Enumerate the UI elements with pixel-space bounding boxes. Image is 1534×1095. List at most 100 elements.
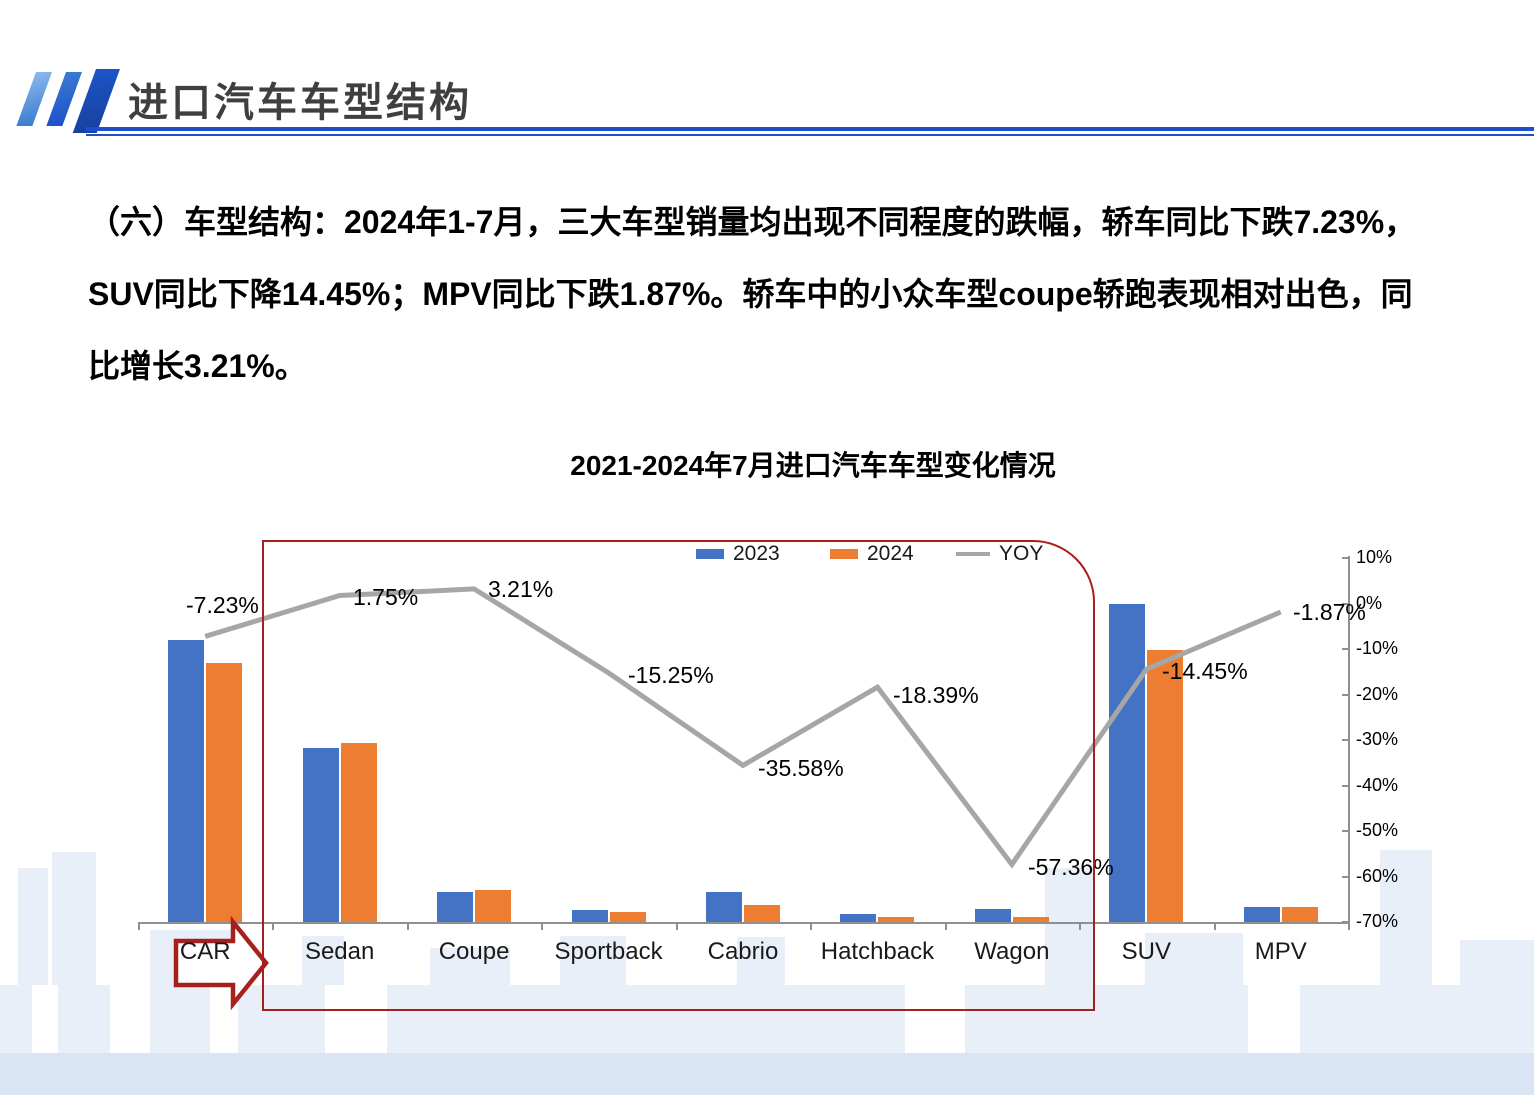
skyline-building (737, 937, 785, 985)
bar-2023-MPV (1243, 906, 1280, 922)
skyline-building (52, 852, 96, 985)
bar-2023-SUV (1109, 604, 1146, 922)
yoy-data-label-sportback: -15.25% (628, 662, 714, 688)
y-tick-label: -10% (1356, 638, 1399, 658)
paragraph-line-2: SUV同比下降14.45%；MPV同比下跌1.87%。轿车中的小众车型coupe… (88, 276, 1413, 312)
skyline-gap (325, 985, 387, 1053)
x-axis-tick (138, 922, 140, 930)
yoy-data-label-coupe: 3.21% (488, 576, 554, 602)
yoy-data-label-mpv: -1.87% (1293, 599, 1366, 625)
category-label-sportback: Sportback (554, 938, 663, 965)
bar-2023-Sedan (302, 748, 339, 922)
legend-swatch-2023-icon (696, 549, 724, 559)
y-tick-label: 0% (1356, 592, 1383, 613)
skyline-building (1460, 940, 1534, 985)
yoy-data-label-car: -7.23% (186, 592, 259, 618)
category-label-coupe: Coupe (438, 938, 510, 965)
x-axis-tick (810, 922, 813, 930)
y-axis-tick (1342, 830, 1350, 832)
category-label-cabrio: Cabrio (707, 938, 779, 965)
paragraph-line-3: 比增长3.21%。 (88, 348, 307, 384)
legend-item-yoy: YOY (956, 542, 1043, 566)
y-axis-tick (1342, 784, 1350, 787)
legend-swatch-2024-icon (830, 549, 858, 559)
bar-2024-Sedan (340, 743, 377, 922)
skyline-building (430, 948, 510, 985)
bar-2024-Cabrio (744, 905, 780, 922)
bar-2024-Sportback (609, 912, 646, 922)
bar-2024-Coupe (475, 889, 512, 922)
paragraph-line-1: （六）车型结构：2024年1-7月，三大车型销量均出现不同程度的跌幅，轿车同比下… (88, 204, 1417, 240)
y-axis-tick (1342, 693, 1350, 696)
bar-2024-Hatchback (878, 916, 915, 922)
bar-2024-MPV (1281, 907, 1318, 922)
y-axis-tick (1342, 648, 1350, 650)
skyline-gap (32, 985, 58, 1053)
x-axis-tick (1079, 922, 1082, 930)
skyline-building (1045, 868, 1095, 985)
legend-swatch-yoy-icon (956, 552, 990, 556)
legend-label-yoy: YOY (999, 542, 1044, 565)
bar-2023-Cabrio (706, 892, 742, 922)
y-tick-label: -60% (1356, 865, 1399, 886)
legend-item-2023: 2023 (696, 542, 780, 566)
x-axis-tick (541, 922, 544, 930)
bar-2023-CAR (168, 639, 205, 922)
yoy-data-label-cabrio: -35.58% (758, 755, 844, 781)
skyline-gap (1248, 985, 1300, 1053)
bar-2024-SUV (1147, 650, 1184, 922)
header-rule-thick (86, 127, 1534, 131)
skyline-building (560, 936, 626, 985)
x-axis-tick (406, 922, 409, 930)
y-tick-label: -40% (1356, 774, 1399, 795)
legend-label-2024: 2024 (867, 542, 914, 565)
yoy-data-label-suv: -14.45% (1162, 658, 1248, 684)
y-axis-tick (1342, 739, 1350, 741)
summary-paragraph: （六）车型结构：2024年1-7月，三大车型销量均出现不同程度的跌幅，轿车同比下… (88, 186, 1486, 402)
yoy-data-label-hatchback: -18.39% (893, 682, 979, 708)
category-label-sedan: Sedan (304, 938, 375, 965)
skyline-building (302, 936, 344, 985)
category-label-mpv: MPV (1254, 938, 1307, 965)
category-label-wagon: Wagon (974, 938, 1050, 965)
bar-2024-Wagon (1012, 917, 1049, 922)
skyline-gap (110, 985, 150, 1053)
bar-2023-Wagon (974, 908, 1011, 922)
skyline-base-band (0, 1053, 1534, 1095)
skyline-building (1380, 850, 1432, 985)
y-axis-tick (1342, 602, 1350, 605)
skyline-building (18, 868, 48, 985)
y-axis-tick (1342, 921, 1350, 923)
yoy-data-label-sedan: 1.75% (353, 584, 419, 610)
page-title: 进口汽车车型结构 (128, 81, 472, 125)
y-axis-tick (1342, 875, 1350, 878)
x-axis-tick (944, 922, 947, 930)
x-axis-tick (1213, 922, 1216, 930)
skyline-building (1145, 933, 1243, 985)
y-axis-tick (1342, 557, 1350, 559)
bar-2023-Coupe (437, 891, 474, 922)
x-axis-tick (272, 922, 275, 930)
chart-title: 2021-2024年7月进口汽车车型变化情况 (570, 450, 1056, 481)
skyline-gap (905, 985, 965, 1053)
yoy-data-label-wagon: -57.36% (1028, 854, 1114, 880)
x-axis-tick (1348, 922, 1350, 930)
header-rule-thin (86, 134, 1534, 136)
legend-item-2024: 2024 (830, 542, 914, 566)
y-tick-label: 10% (1356, 547, 1393, 567)
x-axis-line (138, 922, 1350, 924)
x-axis-tick (675, 922, 678, 930)
bar-2024-CAR (206, 663, 243, 922)
y-tick-label: -70% (1356, 911, 1399, 931)
y-tick-label: -30% (1356, 729, 1399, 749)
y-tick-label: -20% (1356, 683, 1399, 704)
bar-2023-Hatchback (840, 914, 877, 922)
category-label-hatchback: Hatchback (820, 938, 935, 965)
y-tick-label: -50% (1356, 820, 1399, 840)
category-label-car: CAR (179, 938, 231, 965)
category-label-suv: SUV (1121, 938, 1171, 965)
bar-2023-Sportback (571, 909, 608, 922)
legend-label-2023: 2023 (733, 542, 780, 565)
